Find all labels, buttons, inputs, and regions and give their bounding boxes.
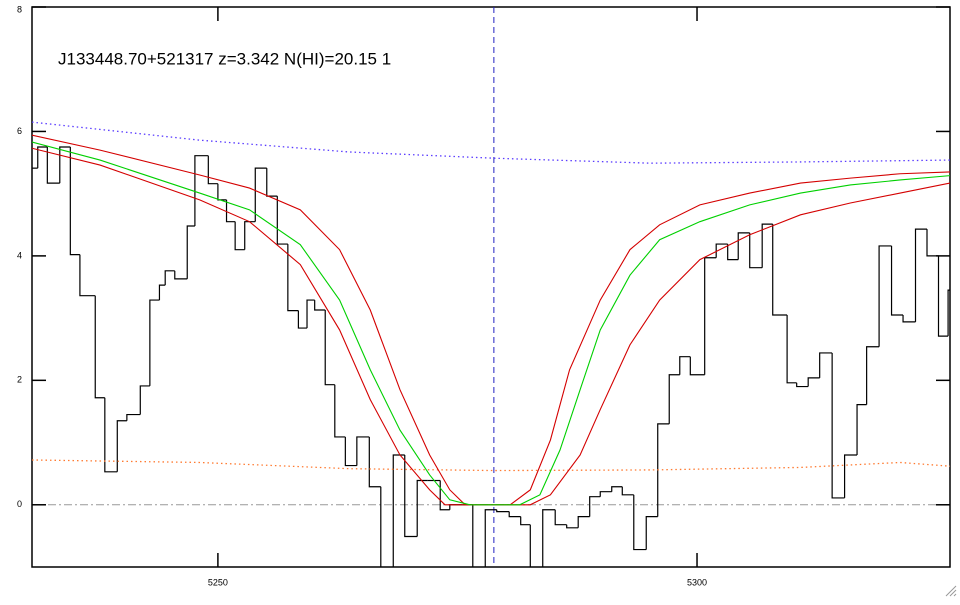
flux-step (139, 385, 150, 415)
flux-step (207, 155, 218, 185)
flux-step (807, 377, 820, 387)
flux-step (668, 374, 680, 424)
flux-step (234, 221, 245, 251)
flux-step (254, 167, 267, 222)
dotted-curve (32, 121, 950, 164)
flux-step (46, 147, 60, 184)
flux-step (520, 516, 531, 526)
flux-step (217, 183, 227, 201)
flux-step (194, 155, 209, 227)
flux-step (380, 486, 382, 567)
flux-step (186, 225, 195, 279)
flux-step (926, 229, 939, 257)
chart-title: J133448.70+521317 z=3.342 N(HI)=20.15 1 (58, 49, 391, 68)
flux-step (126, 413, 141, 421)
flux-step (761, 223, 773, 268)
flux-step (416, 479, 428, 537)
flux-step (225, 199, 236, 223)
flux-step (508, 511, 521, 518)
x-tick-label: 5300 (687, 577, 707, 587)
flux-step (484, 509, 497, 567)
flux-step (94, 295, 105, 399)
y-tick-label: 8 (17, 4, 22, 14)
flux-step (164, 270, 175, 286)
flux-step (174, 270, 188, 280)
flux-step (324, 310, 335, 386)
model-curve (32, 141, 950, 506)
flux-step (749, 232, 763, 269)
flux-step (266, 168, 278, 197)
flux-step (577, 516, 590, 528)
flux-step (116, 420, 127, 472)
resize-grip (945, 585, 957, 597)
flux-step (866, 346, 880, 405)
flux-step (554, 509, 567, 526)
flux-step (890, 245, 904, 316)
flux-step (679, 356, 691, 375)
flux-step (611, 486, 623, 492)
flux-step (158, 284, 166, 301)
flux-step (902, 315, 916, 323)
flux-step (796, 382, 809, 388)
flux-step (599, 491, 612, 497)
flux-step (404, 455, 418, 538)
flux-step (856, 404, 867, 455)
flux-step (589, 496, 601, 517)
flux-step (566, 524, 579, 529)
flux-step (633, 494, 647, 551)
flux-step (276, 196, 288, 245)
flux-step (368, 436, 381, 488)
flux-step (334, 384, 346, 438)
flux-step (645, 516, 658, 550)
flux-step (37, 146, 48, 169)
flux-step (831, 352, 845, 499)
flux-step (149, 299, 160, 386)
flux-step (657, 423, 670, 517)
flux-step (472, 504, 474, 567)
flux-step (439, 480, 450, 511)
flux-step (244, 221, 256, 250)
y-tick-label: 4 (17, 250, 22, 260)
flux-step (306, 299, 315, 329)
flux-step (356, 436, 370, 466)
flux-step (449, 504, 463, 510)
flux-step (314, 300, 326, 311)
flux-step (496, 509, 510, 513)
flux-step (878, 245, 892, 347)
flux-step (715, 243, 728, 258)
flux-step (59, 146, 71, 184)
flux-step (392, 454, 405, 567)
flux-step (344, 436, 357, 467)
y-tick-label: 2 (17, 375, 22, 385)
flux-step (737, 232, 750, 260)
flux-step (104, 397, 118, 473)
flux-step (772, 224, 788, 316)
flux-step (704, 257, 717, 375)
flux-step (287, 244, 299, 312)
plot-area (32, 7, 950, 567)
flux-step (843, 454, 858, 498)
y-tick-label: 0 (17, 499, 22, 509)
flux-step (727, 244, 739, 261)
flux-step (621, 486, 634, 496)
flux-step (542, 509, 556, 567)
flux-step (79, 254, 96, 297)
flux-step (786, 315, 797, 384)
plot-frame (31, 6, 951, 568)
flux-step (819, 352, 833, 378)
flux-step (914, 228, 928, 322)
model-curve (32, 147, 950, 506)
flux-step (297, 310, 308, 329)
flux-step (947, 289, 950, 337)
flux-step (529, 524, 531, 567)
x-tick-label: 5250 (208, 577, 228, 587)
model-curve (32, 134, 950, 506)
dotted-curve (32, 459, 950, 472)
flux-step (689, 356, 705, 376)
flux-step (69, 147, 80, 256)
flux-step (937, 255, 949, 337)
y-tick-label: 6 (17, 126, 22, 136)
